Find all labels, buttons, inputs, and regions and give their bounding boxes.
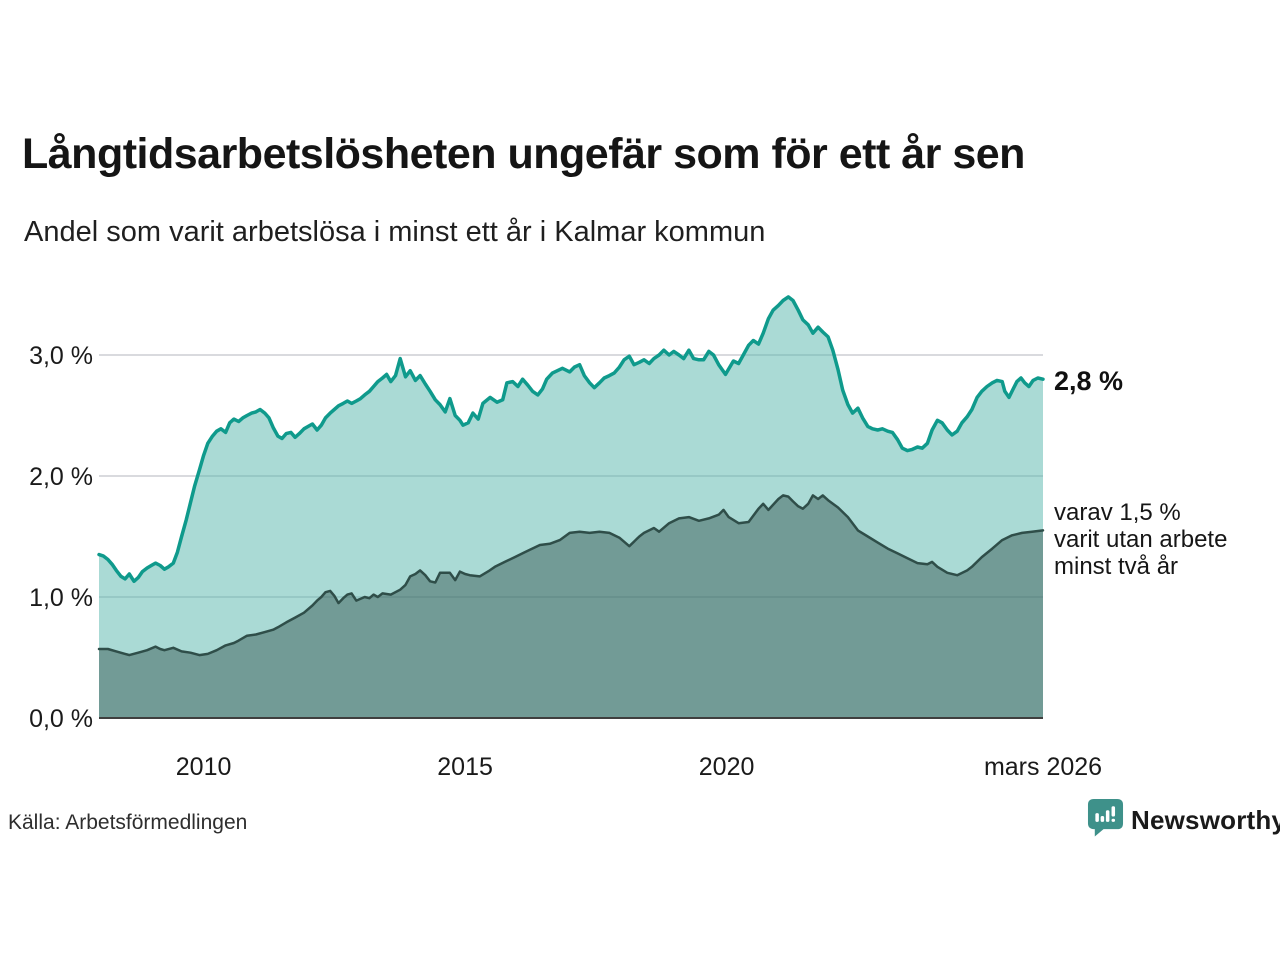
annotation-secondary-series: varav 1,5 % varit utan arbete minst två … bbox=[1054, 499, 1227, 580]
chart-canvas: 0,0 % 1,0 % 2,0 % 3,0 % 2010 2015 2020 mars 202… bbox=[29, 295, 1102, 781]
chart-subtitle: Andel som varit arbetslösa i minst ett å… bbox=[24, 216, 766, 248]
newsworthy-logo: Newsworthy bbox=[1087, 798, 1280, 842]
newsworthy-bubble-chart-icon bbox=[1087, 798, 1124, 842]
y-tick-label: 1,0 % bbox=[29, 584, 93, 612]
x-tick-label: 2020 bbox=[699, 753, 755, 781]
annotation-latest-value: 2,8 % bbox=[1054, 366, 1124, 396]
x-tick-label: mars 2026 bbox=[984, 753, 1102, 781]
series-line-two-year-unemployment bbox=[97, 494, 1045, 657]
series-area-two-year-unemployment bbox=[99, 495, 1043, 718]
annotation-line-3: minst två år bbox=[1054, 553, 1179, 580]
area-chart: 0,0 % 1,0 % 2,0 % 3,0 % 2010 2015 2020 mars 202… bbox=[0, 270, 1280, 790]
y-tick-label: 0,0 % bbox=[29, 705, 93, 733]
newsworthy-wordmark: Newsworthy bbox=[1131, 804, 1280, 835]
page-title: Långtidsarbetslösheten ungefär som för e… bbox=[22, 130, 1025, 178]
series-area-long-term-unemployment bbox=[99, 296, 1043, 718]
series-line-long-term-unemployment bbox=[97, 295, 1045, 584]
y-tick-label: 3,0 % bbox=[29, 342, 93, 370]
x-tick-label: 2015 bbox=[437, 753, 493, 781]
annotation-line-1: varav 1,5 % bbox=[1054, 499, 1181, 526]
y-tick-label: 2,0 % bbox=[29, 463, 93, 491]
annotation-line-2: varit utan arbete bbox=[1054, 526, 1228, 553]
x-tick-label: 2010 bbox=[176, 753, 232, 781]
source-caption: Källa: Arbetsförmedlingen bbox=[8, 811, 248, 834]
